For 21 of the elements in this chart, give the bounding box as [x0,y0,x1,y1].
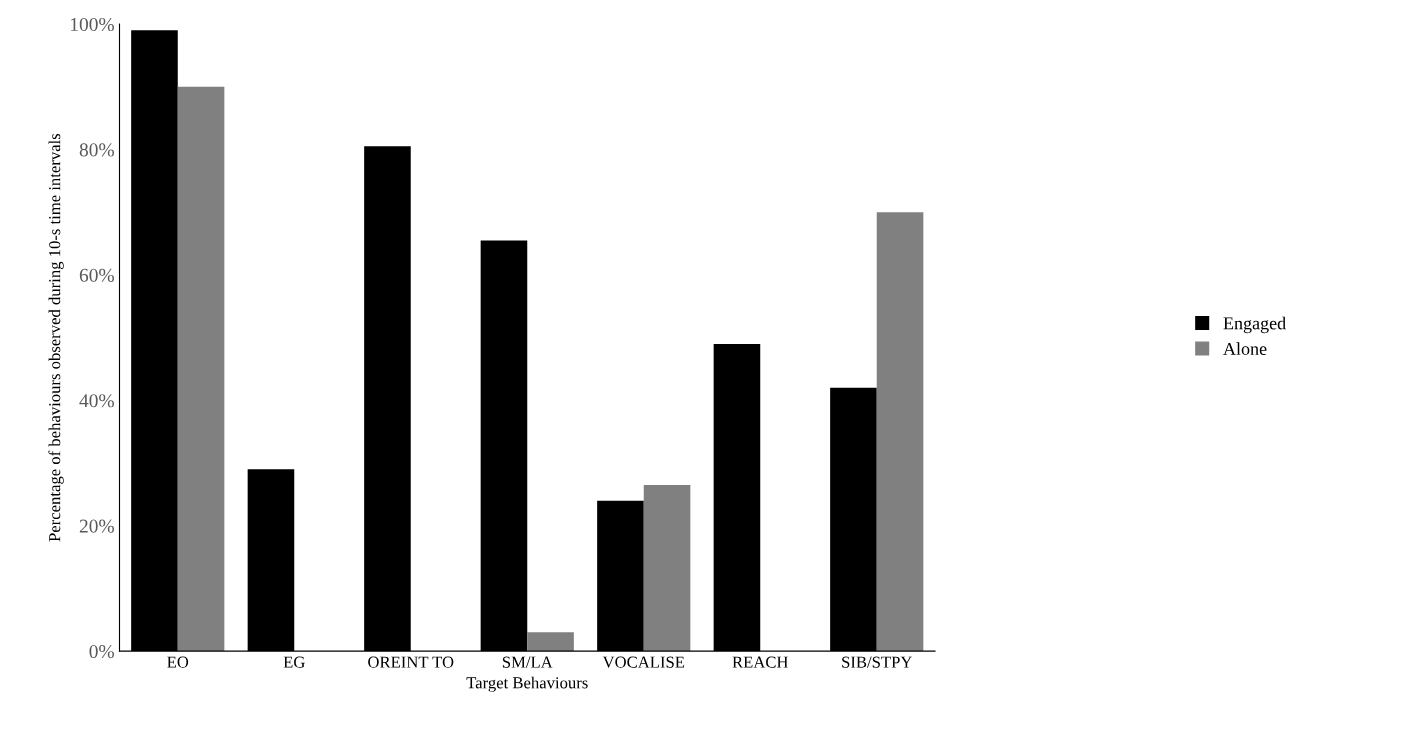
x-tick-label: SIB/STPY [842,656,912,668]
bar [876,212,924,652]
y-tick-label: 60% [79,268,114,282]
x-tick-label: EO [167,656,189,668]
y-axis-title: Percentage of behaviours observed during 10-s time intervals [48,133,64,542]
y-tick-label: 80% [79,143,114,157]
y-tick-label: 20% [79,519,114,533]
y-tick-label: 0% [89,644,114,659]
x-tick-label: VOCALISE [602,656,685,668]
x-tick-label: REACH [732,656,788,668]
legend-label: Engaged [1223,316,1286,334]
bar [527,632,574,652]
x-tick-label: SM/LA [502,656,553,668]
x-axis-title: Target Behaviours [466,676,588,692]
y-tick-label: 100% [71,17,114,32]
legend-label: Alone [1223,342,1267,355]
bar [177,86,225,652]
x-tick-label: EG [283,656,305,668]
bar [643,484,691,652]
x-tick-label: OREINT TO [368,656,454,668]
y-tick-label: 40% [79,394,114,408]
